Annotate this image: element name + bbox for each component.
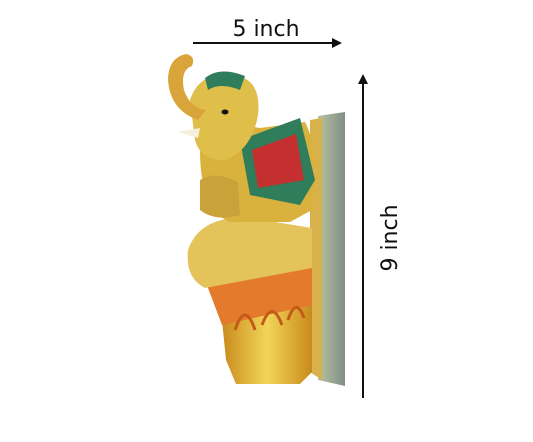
back-plate [318,112,345,386]
front-legs [200,175,240,218]
elephant-head [190,74,259,160]
width-label: 5 inch [232,17,299,42]
eye [221,109,229,115]
elephant-bracket [168,54,345,386]
petal-lines [233,306,306,331]
bracket-bottom [222,300,312,384]
lotus-base [187,217,312,288]
trunk [168,54,206,120]
headdress [205,71,245,90]
height-label: 9 inch [378,204,403,271]
saddle-red [252,134,304,188]
tusk [178,128,200,138]
